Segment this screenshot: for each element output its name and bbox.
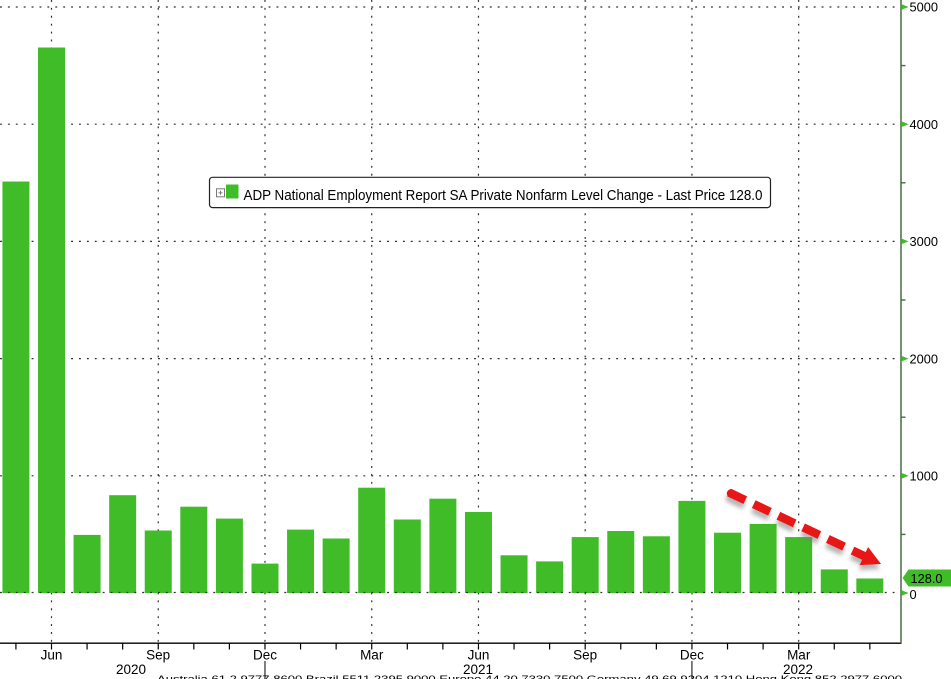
svg-text:Sep: Sep xyxy=(573,648,597,663)
svg-text:4000: 4000 xyxy=(910,117,938,132)
svg-text:1000: 1000 xyxy=(910,469,938,484)
svg-text:2020: 2020 xyxy=(116,662,146,677)
svg-text:5000: 5000 xyxy=(910,0,938,15)
svg-text:3000: 3000 xyxy=(910,234,938,249)
svg-text:2000: 2000 xyxy=(910,351,938,366)
svg-text:Dec: Dec xyxy=(680,648,704,663)
svg-text:2021: 2021 xyxy=(463,662,493,677)
svg-text:128.0: 128.0 xyxy=(911,571,943,586)
svg-text:Australia 61 2 9777 8600 Brazi: Australia 61 2 9777 8600 Brazil 5511 239… xyxy=(157,674,902,679)
svg-text:0: 0 xyxy=(910,587,917,602)
svg-text:Dec: Dec xyxy=(253,648,277,663)
svg-text:Sep: Sep xyxy=(146,648,170,663)
svg-text:Mar: Mar xyxy=(787,648,811,663)
svg-text:Jun: Jun xyxy=(41,648,63,663)
svg-text:Jun: Jun xyxy=(468,648,490,663)
svg-text:ADP National Employment Report: ADP National Employment Report SA Privat… xyxy=(244,187,763,204)
svg-text:Mar: Mar xyxy=(360,648,384,663)
svg-text:2022: 2022 xyxy=(783,662,813,677)
